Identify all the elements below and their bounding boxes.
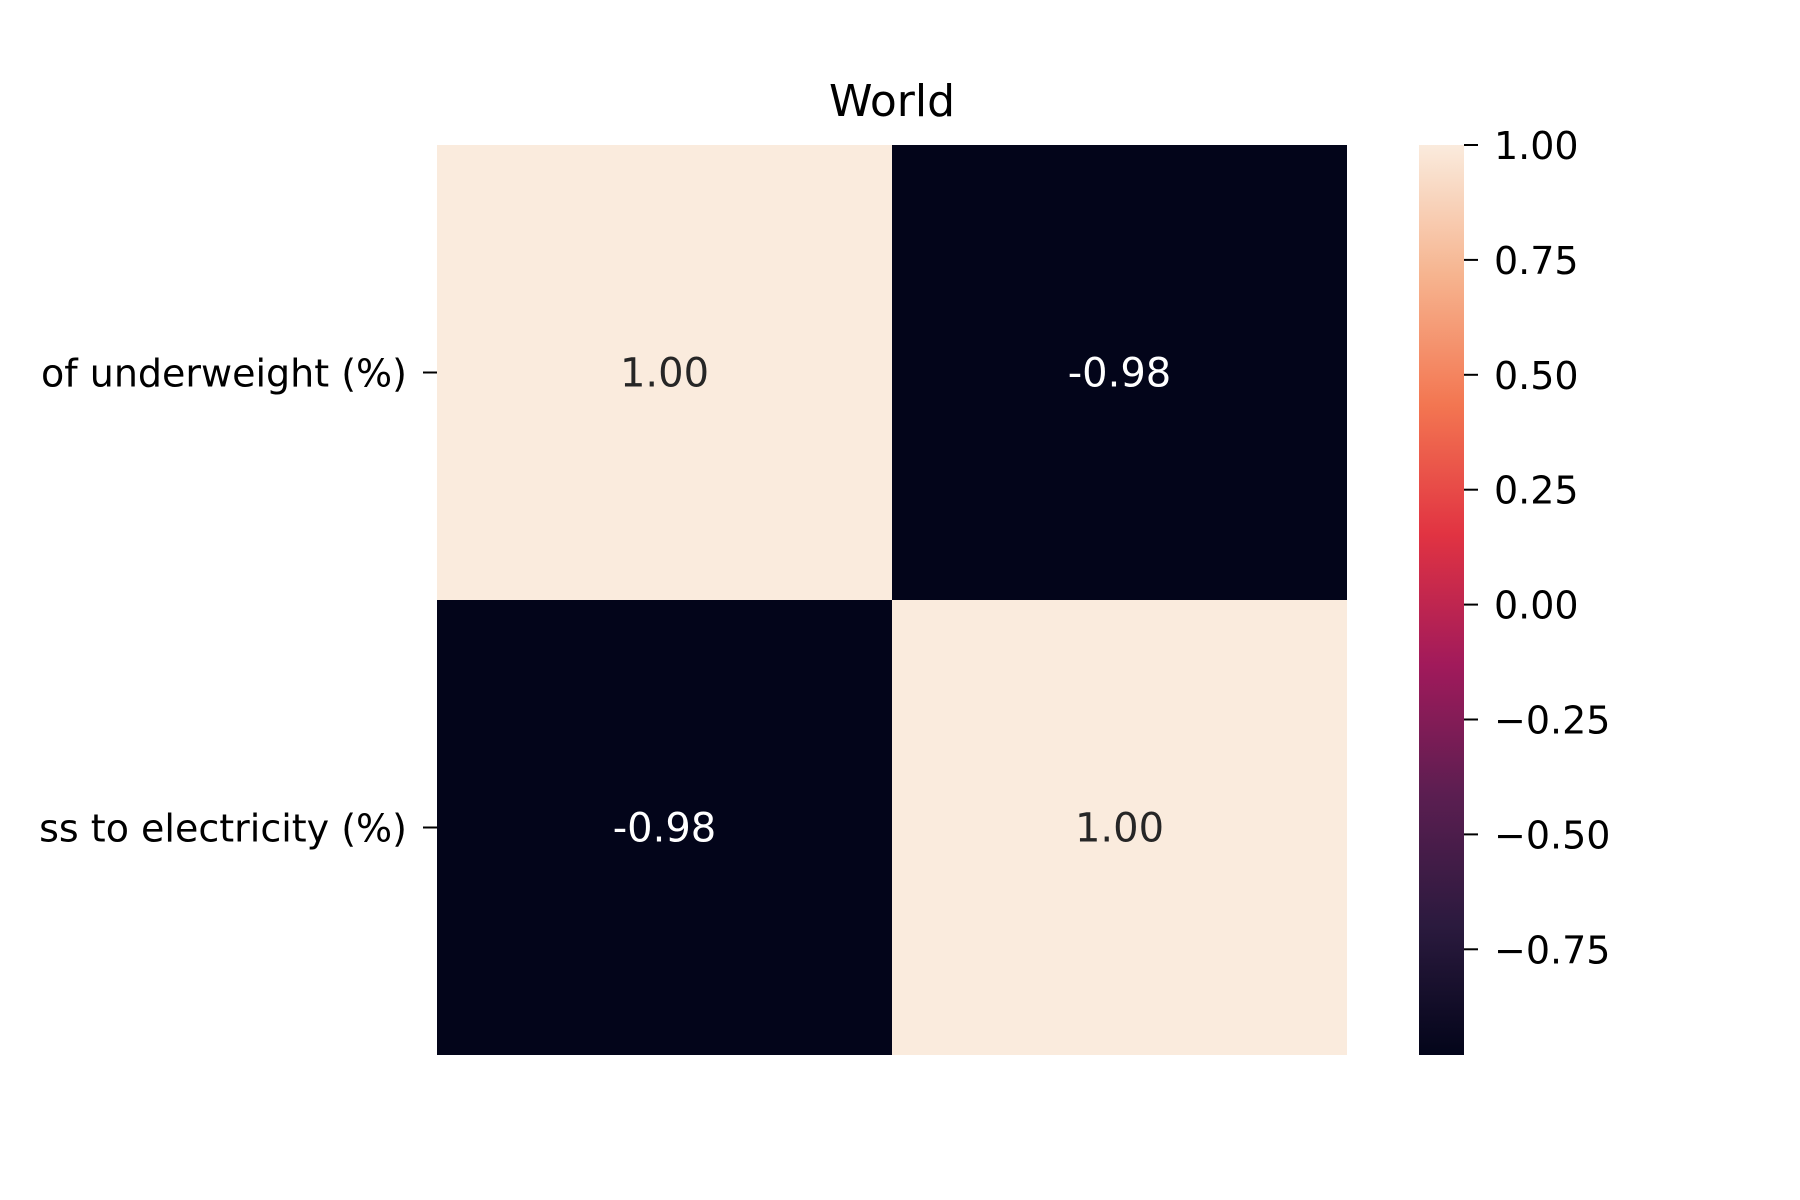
heatmap-cell <box>892 600 1347 1055</box>
cell-value-label: 1.00 <box>1075 806 1164 852</box>
cell-value-label: 1.00 <box>620 351 709 397</box>
row-label: of underweight (%) <box>41 352 407 396</box>
colorbar-tick-label: −0.50 <box>1494 813 1610 857</box>
cell-value-label: -0.98 <box>1068 351 1172 397</box>
colorbar-tick-label: 0.00 <box>1494 584 1579 628</box>
heatmap-cell <box>437 600 892 1055</box>
colorbar-tick-label: −0.25 <box>1494 698 1610 742</box>
heatmap-cell <box>437 145 892 600</box>
heatmap-cells <box>437 145 1347 1055</box>
colorbar-tick-label: 0.75 <box>1494 239 1579 283</box>
chart-title: World <box>829 76 955 127</box>
row-labels: of underweight (%) ss to electricity (%) <box>39 352 437 851</box>
colorbar-tick-label: −0.75 <box>1494 928 1610 972</box>
heatmap-annotations: 1.00 -0.98 -0.98 1.00 <box>613 351 1172 852</box>
colorbar-ticks: 1.00 0.75 0.50 0.25 0.00 −0.25 −0.50 −0.75 <box>1464 124 1610 972</box>
colorbar <box>1419 145 1464 1055</box>
cell-value-label: -0.98 <box>613 806 717 852</box>
heatmap-cell <box>892 145 1347 600</box>
colorbar-tick-label: 1.00 <box>1494 124 1579 168</box>
colorbar-tick-label: 0.25 <box>1494 469 1579 513</box>
row-label: ss to electricity (%) <box>39 807 407 851</box>
colorbar-tick-label: 0.50 <box>1494 354 1579 398</box>
